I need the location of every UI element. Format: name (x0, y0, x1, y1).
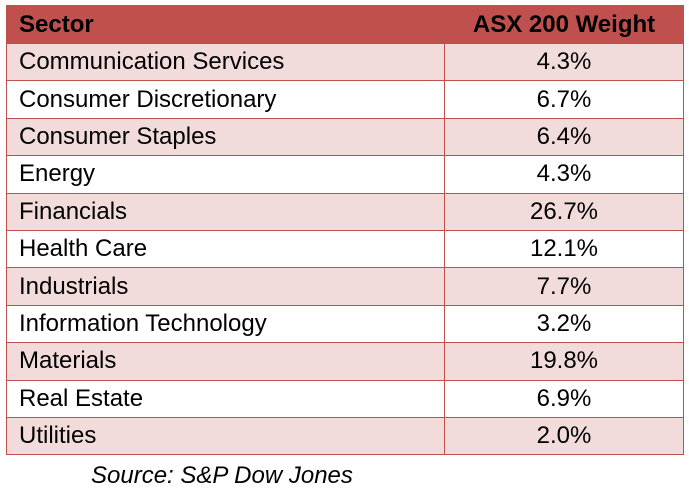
weight-cell: 26.7% (444, 192, 684, 231)
table-row: Financials 26.7% (6, 192, 684, 231)
table-row: Consumer Discretionary 6.7% (6, 80, 684, 119)
weight-cell: 7.7% (444, 267, 684, 306)
table-row: Information Technology 3.2% (6, 304, 684, 344)
sector-weight-table-container: Sector ASX 200 Weight Communication Serv… (6, 5, 684, 456)
sector-cell: Industrials (6, 267, 445, 306)
weight-cell: 6.4% (444, 117, 684, 157)
table-row: Utilities 2.0% (6, 416, 684, 456)
column-header-sector: Sector (6, 5, 445, 44)
weight-cell: 6.9% (444, 379, 684, 418)
weight-cell: 3.2% (444, 304, 684, 344)
table-body: Communication Services 4.3% Consumer Discr… (6, 42, 684, 456)
source-caption: Source: S&P Dow Jones (91, 462, 353, 489)
sector-cell: Materials (6, 342, 445, 381)
table-row: Industrials 7.7% (6, 267, 684, 306)
column-header-weight: ASX 200 Weight (444, 5, 684, 44)
weight-cell: 19.8% (444, 342, 684, 381)
weight-cell: 6.7% (444, 80, 684, 119)
sector-cell: Communication Services (6, 42, 445, 82)
sector-cell: Consumer Discretionary (6, 80, 445, 119)
sector-cell: Information Technology (6, 304, 445, 344)
weight-cell: 4.3% (444, 155, 684, 194)
table-header: Sector ASX 200 Weight (6, 5, 684, 44)
table-row: Energy 4.3% (6, 155, 684, 194)
sector-cell: Health Care (6, 229, 445, 269)
sector-cell: Real Estate (6, 379, 445, 418)
table-row: Health Care 12.1% (6, 229, 684, 269)
table-row: Communication Services 4.3% (6, 42, 684, 82)
weight-cell: 2.0% (444, 416, 684, 456)
sector-weight-table: Sector ASX 200 Weight Communication Serv… (6, 5, 684, 456)
sector-cell: Energy (6, 155, 445, 194)
weight-cell: 12.1% (444, 229, 684, 269)
header-row: Sector ASX 200 Weight (6, 5, 684, 44)
sector-cell: Utilities (6, 416, 445, 456)
table-row: Materials 19.8% (6, 342, 684, 381)
table-row: Consumer Staples 6.4% (6, 117, 684, 157)
sector-cell: Financials (6, 192, 445, 231)
sector-cell: Consumer Staples (6, 117, 445, 157)
weight-cell: 4.3% (444, 42, 684, 82)
table-row: Real Estate 6.9% (6, 379, 684, 418)
